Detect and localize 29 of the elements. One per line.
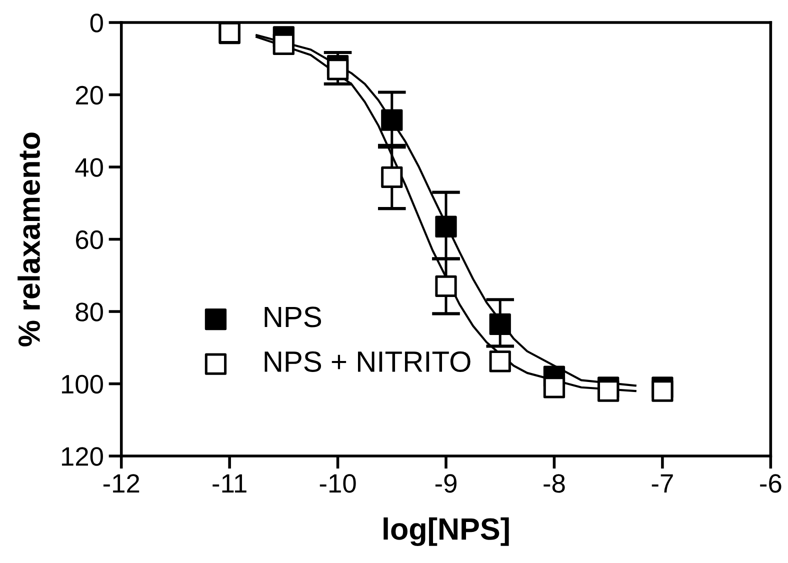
y-tick-label: 120 [62,447,103,466]
point [543,376,566,398]
x-tick-label: -12 [103,474,140,493]
x-tick-label: -8 [544,474,565,493]
point [435,275,457,298]
y-axis-title: % relaxamento [18,132,40,346]
point [326,58,349,80]
legend-label: NPS + NITRITO [264,351,470,372]
y-tick-label: 40 [75,158,103,177]
point [272,33,295,56]
y-tick-label: 80 [76,302,103,322]
y-tick-label: 60 [76,230,103,250]
point [598,380,620,402]
x-tick-label: -11 [212,474,246,493]
y-tick-label: 100 [62,374,103,394]
x-axis-title: log[NPS] [384,517,509,546]
x-tick-label: -7 [652,474,673,493]
point [381,166,403,188]
point [652,380,674,402]
point [489,313,511,335]
point [489,350,511,372]
x-tick-label: -9 [435,474,456,493]
y-tick-label: 0 [90,14,103,32]
x-tick-label: -6 [760,474,782,493]
y-tick-label: 20 [76,86,103,105]
legend-label: NPS [264,306,322,328]
point [381,109,403,131]
point [435,216,457,238]
x-tick-label: -10 [320,474,356,493]
